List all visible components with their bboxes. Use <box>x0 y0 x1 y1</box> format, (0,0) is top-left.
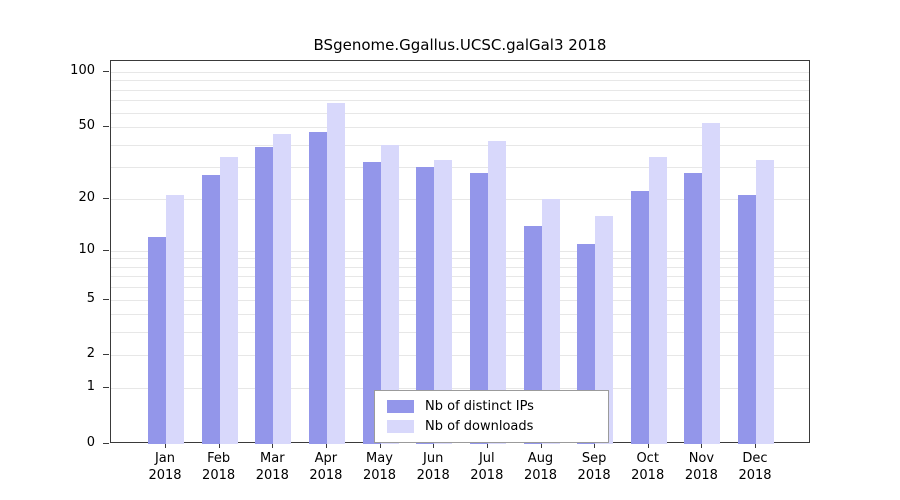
gridline-80 <box>111 89 809 91</box>
x-tick-label-nov: Nov 2018 <box>684 451 718 483</box>
y-tick-label-5: 5 <box>86 290 95 306</box>
x-tick-label-may: May 2018 <box>362 451 397 483</box>
x-tick-mark-apr <box>325 444 327 448</box>
y-tick-mark-5 <box>103 298 109 300</box>
gridline-70 <box>111 100 809 102</box>
bar-jun-downloads <box>434 159 453 444</box>
x-tick-label-feb: Feb 2018 <box>202 451 236 483</box>
bar-dec-distinct-ips <box>738 194 756 444</box>
gridline-4 <box>111 314 809 316</box>
bar-mar-distinct-ips <box>255 146 274 444</box>
gridline-1 <box>111 388 809 390</box>
x-tick-mark-sep <box>594 444 596 448</box>
x-tick-mark-jan <box>165 444 166 448</box>
x-tick-label-aug: Aug 2018 <box>523 451 558 483</box>
gridline-8 <box>111 266 809 268</box>
bar-apr-distinct-ips <box>308 132 327 444</box>
y-tick-label-0: 0 <box>86 435 95 450</box>
y-tick-mark-10 <box>103 249 109 251</box>
bar-oct-downloads <box>648 157 667 444</box>
x-tick-mark-may <box>379 444 381 448</box>
x-tick-label-dec: Dec 2018 <box>738 451 772 483</box>
bar-nov-downloads <box>702 122 721 444</box>
legend: Nb of distinct IPs Nb of downloads <box>374 390 609 443</box>
x-tick-label-mar: Mar 2018 <box>255 451 289 483</box>
bar-apr-downloads <box>326 102 345 444</box>
bar-feb-downloads <box>219 157 238 444</box>
bar-dec-downloads <box>756 159 774 444</box>
x-tick-label-apr: Apr 2018 <box>309 451 343 483</box>
bar-jun-distinct-ips <box>416 167 435 444</box>
x-tick-mark-oct <box>647 444 649 448</box>
x-tick-mark-dec <box>755 444 756 448</box>
bar-oct-distinct-ips <box>630 191 649 444</box>
legend-item-distinct-ips: Nb of distinct IPs <box>387 399 596 414</box>
y-tick-mark-0 <box>103 443 109 444</box>
y-tick-mark-50 <box>103 126 109 128</box>
bar-aug-distinct-ips <box>523 225 542 444</box>
y-tick-label-1: 1 <box>86 379 95 395</box>
bar-jan-distinct-ips <box>148 237 166 444</box>
gridline-5 <box>111 299 809 301</box>
chart-title: BSgenome.Ggallus.UCSC.galGal3 2018 <box>313 36 607 54</box>
bar-jul-downloads <box>487 140 506 444</box>
gridline-40 <box>111 144 809 146</box>
legend-label-distinct-ips: Nb of distinct IPs <box>425 399 534 414</box>
gridline-100 <box>111 72 809 73</box>
x-tick-mark-jun <box>433 444 435 448</box>
x-tick-label-jun: Jun 2018 <box>416 451 450 483</box>
x-tick-label-oct: Oct 2018 <box>631 451 665 483</box>
gridline-6 <box>111 287 809 289</box>
x-tick-label-sep: Sep 2018 <box>577 451 611 483</box>
y-tick-label-2: 2 <box>86 346 95 362</box>
x-tick-mark-jul <box>486 444 488 448</box>
bar-may-distinct-ips <box>362 162 381 444</box>
gridline-7 <box>111 276 809 278</box>
bar-nov-distinct-ips <box>684 172 703 444</box>
bar-may-downloads <box>380 144 399 444</box>
bar-sep-downloads <box>595 215 614 444</box>
bar-mar-downloads <box>273 133 292 444</box>
plot-area: Nb of distinct IPs Nb of downloads <box>110 60 810 444</box>
x-tick-mark-mar <box>272 444 274 448</box>
x-tick-mark-aug <box>540 444 542 448</box>
y-tick-mark-100 <box>103 71 109 72</box>
x-tick-label-jul: Jul 2018 <box>470 451 504 483</box>
gridline-30 <box>111 167 809 169</box>
legend-item-downloads: Nb of downloads <box>387 419 596 434</box>
bar-jan-downloads <box>166 194 184 444</box>
bar-jul-distinct-ips <box>469 172 488 444</box>
x-tick-mark-feb <box>218 444 220 448</box>
y-tick-label-100: 100 <box>70 63 95 78</box>
x-tick-label-jan: Jan 2018 <box>148 451 182 483</box>
x-tick-mark-nov <box>701 444 703 448</box>
gridline-60 <box>111 112 809 114</box>
y-tick-mark-20 <box>103 197 109 199</box>
y-tick-label-20: 20 <box>78 189 95 205</box>
y-tick-label-50: 50 <box>78 118 95 134</box>
y-tick-label-10: 10 <box>78 241 95 257</box>
gridline-3 <box>111 332 809 334</box>
legend-swatch-downloads <box>387 420 414 433</box>
x-axis: Jan 2018 Feb 2018 Mar 2018 Apr 2018 May 2018 Jun 20… <box>110 444 810 498</box>
y-axis: 0 1 2 5 10 20 50 100 <box>0 60 110 450</box>
legend-swatch-distinct-ips <box>387 400 414 413</box>
y-tick-mark-2 <box>103 354 109 356</box>
bar-aug-downloads <box>541 198 560 444</box>
bar-feb-distinct-ips <box>201 175 220 444</box>
gridline-50 <box>111 127 809 129</box>
gridline-10 <box>111 250 809 252</box>
gridline-2 <box>111 355 809 357</box>
legend-label-downloads: Nb of downloads <box>425 419 534 434</box>
y-tick-mark-1 <box>103 387 109 389</box>
gridline-9 <box>111 258 809 260</box>
gridline-90 <box>111 80 809 82</box>
gridline-20 <box>111 198 809 200</box>
